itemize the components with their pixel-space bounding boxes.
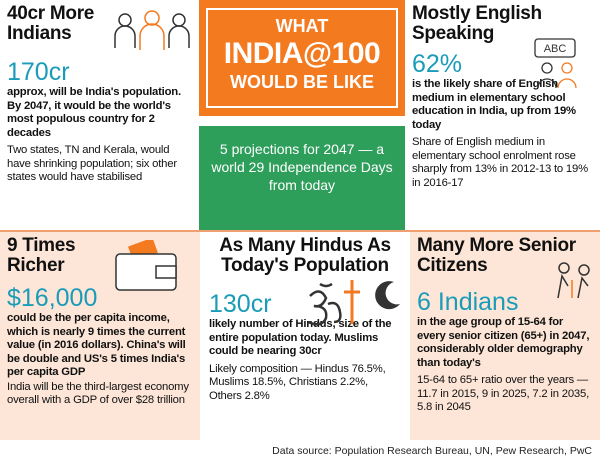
religion-icons	[307, 280, 400, 326]
panel: As Many Hindus As Today's Population 130…	[202, 232, 408, 440]
header-line: WHAT	[275, 16, 329, 36]
panel: Many More Senior Citizens 6 Indians in t…	[410, 232, 600, 440]
header: WHAT INDIA@100 WOULD BE LIKE 5 projectio…	[199, 0, 405, 230]
panel: 9 Times Richer $16,000 could be the per …	[0, 232, 200, 440]
people-icon	[114, 10, 190, 50]
wallet-icon	[115, 240, 177, 291]
panel: ABC Mostly English Speaking 62% is the l…	[405, 0, 600, 230]
senior-icon	[557, 262, 590, 299]
figure: 6 Indians	[417, 288, 519, 316]
note-text: Likely composition — Hindus 76.5%, Musli…	[209, 362, 386, 402]
lead-text: in the age group of 15-64 for every seni…	[417, 316, 590, 369]
icon-label: ABC	[544, 43, 567, 55]
lead-text: is the likely share of English medium in…	[412, 78, 576, 131]
note-text: 15-64 to 65+ ratio over the years — 11.7…	[417, 374, 590, 413]
lead-text: likely number of Hindus, size of the ent…	[209, 318, 392, 357]
divider	[0, 230, 600, 232]
header-green: 5 projections for 2047 — a world 29 Inde…	[199, 126, 405, 230]
source: Data source: Population Research Bureau,…	[272, 445, 592, 457]
panel: 40cr More Indians 170cr approx, will be …	[0, 0, 199, 230]
note-text: India will be the third-largest economy …	[7, 380, 189, 407]
figure: 130cr	[209, 290, 272, 318]
lead-text: approx, will be India's population. By 2…	[7, 86, 181, 139]
abc-icon: ABC	[534, 38, 577, 89]
panel-title: 40cr More Indians	[7, 3, 95, 44]
header-orange	[199, 0, 405, 116]
note-text: Share of English medium in elementary sc…	[412, 136, 588, 189]
header-box: WHAT INDIA@100 WOULD BE LIKE	[206, 8, 398, 108]
figure: $16,000	[7, 284, 98, 312]
figure: 62%	[412, 50, 463, 78]
header-line: WOULD BE LIKE	[230, 72, 374, 92]
panel-title: As Many Hindus As Today's Population	[219, 235, 391, 276]
panel-title: Mostly English Speaking	[412, 3, 542, 44]
panel-title: Many More Senior Citizens	[417, 235, 576, 276]
lead-text: could be the per capita income, which is…	[7, 312, 186, 378]
header-subtitle: 5 projections for 2047 — a world 29 Inde…	[211, 141, 393, 193]
header-line: INDIA@100	[223, 37, 381, 70]
note-text: Two states, TN and Kerala, would have sh…	[7, 144, 177, 183]
panel-title: 9 Times Richer	[7, 235, 76, 276]
figure: 170cr	[7, 58, 70, 86]
